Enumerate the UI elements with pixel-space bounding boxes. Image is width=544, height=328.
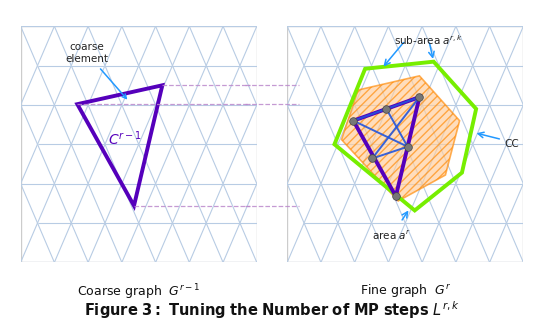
Text: Fine graph  $G^{r}$: Fine graph $G^{r}$ xyxy=(360,282,451,299)
Text: Coarse graph  $G^{r-1}$: Coarse graph $G^{r-1}$ xyxy=(77,282,201,302)
Text: coarse
element: coarse element xyxy=(65,42,126,98)
Text: CC: CC xyxy=(504,139,519,149)
Text: $\mathbf{Figure\ 3:\ Tuning\ the\ Number\ of\ MP\ steps\ }$$\mathit{L}^{r,k}$: $\mathbf{Figure\ 3:\ Tuning\ the\ Number… xyxy=(84,300,460,321)
Text: sub-area $a^{r,k}$: sub-area $a^{r,k}$ xyxy=(394,33,463,47)
Text: $C^{r-1}$: $C^{r-1}$ xyxy=(108,130,141,148)
Text: area $a^{r}$: area $a^{r}$ xyxy=(372,229,411,242)
Polygon shape xyxy=(342,76,460,201)
